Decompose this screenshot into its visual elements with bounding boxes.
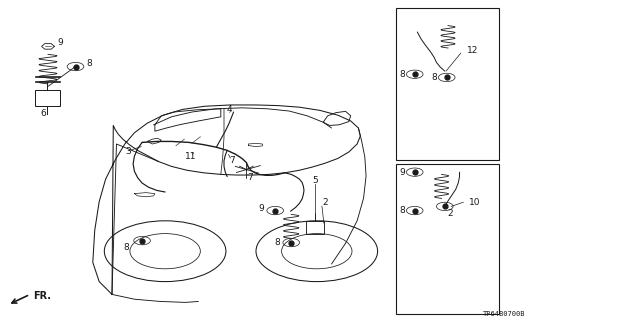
Text: 7: 7 — [229, 156, 234, 165]
Text: 8: 8 — [431, 73, 436, 82]
Text: 8: 8 — [124, 244, 129, 252]
Text: 9: 9 — [58, 38, 63, 47]
Text: 2: 2 — [447, 209, 452, 218]
Text: 8: 8 — [399, 206, 404, 215]
Text: 8: 8 — [399, 70, 404, 79]
Bar — [306, 221, 324, 234]
Bar — [396, 8, 499, 160]
Text: 10: 10 — [469, 198, 481, 207]
Bar — [396, 164, 499, 314]
Text: 11: 11 — [185, 152, 196, 161]
Text: 3: 3 — [125, 147, 131, 156]
Text: 9: 9 — [399, 168, 404, 177]
Text: 4: 4 — [227, 105, 232, 114]
Text: 5: 5 — [312, 176, 317, 185]
Text: 6: 6 — [41, 109, 46, 118]
Text: 8: 8 — [275, 238, 280, 247]
Text: 2: 2 — [323, 198, 328, 207]
Text: TP64B0700B: TP64B0700B — [483, 311, 525, 317]
Bar — [35, 90, 60, 106]
Text: 7: 7 — [247, 173, 252, 182]
Text: 9: 9 — [259, 204, 264, 213]
Text: 12: 12 — [467, 46, 478, 55]
Text: FR.: FR. — [33, 291, 51, 301]
Text: 8: 8 — [87, 60, 92, 68]
